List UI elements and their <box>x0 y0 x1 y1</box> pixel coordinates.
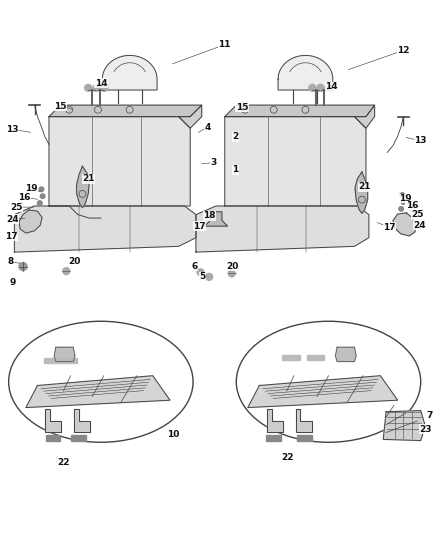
Circle shape <box>399 207 403 211</box>
Polygon shape <box>267 409 283 432</box>
Polygon shape <box>205 212 228 226</box>
Text: 14: 14 <box>325 82 338 91</box>
Polygon shape <box>77 166 89 208</box>
Circle shape <box>325 84 332 91</box>
Circle shape <box>93 84 100 91</box>
Polygon shape <box>54 347 75 361</box>
Text: 16: 16 <box>18 193 31 202</box>
Circle shape <box>309 84 316 91</box>
Bar <box>52 358 61 364</box>
Polygon shape <box>278 55 333 90</box>
Text: 20: 20 <box>226 262 239 271</box>
Text: 18: 18 <box>203 211 215 220</box>
Text: 22: 22 <box>57 458 70 467</box>
Text: 17: 17 <box>193 222 206 231</box>
Text: 23: 23 <box>419 424 431 433</box>
Text: 13: 13 <box>414 136 427 146</box>
Circle shape <box>19 262 27 271</box>
Polygon shape <box>102 55 157 90</box>
Text: 15: 15 <box>54 102 67 111</box>
Text: 9: 9 <box>10 278 16 287</box>
Bar <box>60 358 69 364</box>
Bar <box>274 435 281 441</box>
Circle shape <box>85 84 92 91</box>
Text: 20: 20 <box>69 257 81 266</box>
Bar <box>46 435 53 441</box>
Text: 19: 19 <box>25 184 38 193</box>
Polygon shape <box>14 206 196 252</box>
Bar <box>297 435 304 441</box>
Bar <box>266 435 273 441</box>
Polygon shape <box>19 210 42 233</box>
Circle shape <box>63 268 70 274</box>
Text: 5: 5 <box>200 272 206 281</box>
Text: 10: 10 <box>167 430 179 439</box>
Text: 3: 3 <box>210 158 216 167</box>
Polygon shape <box>336 347 356 361</box>
Bar <box>307 354 316 360</box>
Text: 17: 17 <box>383 223 396 232</box>
Text: 1: 1 <box>232 165 238 174</box>
Polygon shape <box>393 213 416 236</box>
Polygon shape <box>225 105 374 117</box>
Bar <box>68 358 77 364</box>
Bar <box>305 435 312 441</box>
Bar <box>283 354 292 360</box>
Text: 14: 14 <box>95 79 107 88</box>
Polygon shape <box>26 376 170 408</box>
Text: 7: 7 <box>426 411 433 419</box>
Polygon shape <box>196 206 369 252</box>
Circle shape <box>197 269 204 276</box>
Text: 25: 25 <box>10 203 22 212</box>
Circle shape <box>317 84 324 91</box>
Polygon shape <box>383 410 425 441</box>
Polygon shape <box>45 409 61 432</box>
Text: 11: 11 <box>219 40 231 49</box>
Text: 2: 2 <box>232 132 238 141</box>
Text: 24: 24 <box>413 221 426 230</box>
Text: 24: 24 <box>7 215 19 224</box>
Circle shape <box>400 193 405 197</box>
Bar <box>53 435 60 441</box>
Polygon shape <box>49 105 202 117</box>
Circle shape <box>40 194 45 198</box>
Circle shape <box>39 187 44 191</box>
Text: 21: 21 <box>82 174 95 183</box>
Bar <box>44 358 53 364</box>
Circle shape <box>228 270 235 277</box>
Circle shape <box>401 200 406 204</box>
Polygon shape <box>179 105 202 128</box>
Circle shape <box>101 84 108 91</box>
Text: 22: 22 <box>281 454 293 462</box>
Polygon shape <box>225 117 366 206</box>
Polygon shape <box>355 172 367 214</box>
Text: 15: 15 <box>236 103 248 112</box>
Circle shape <box>38 201 42 205</box>
Text: 8: 8 <box>7 257 14 266</box>
Polygon shape <box>74 409 90 432</box>
Text: 13: 13 <box>7 125 19 134</box>
Polygon shape <box>248 376 398 408</box>
Bar <box>71 435 78 441</box>
Bar <box>290 354 300 360</box>
Text: 16: 16 <box>406 201 418 211</box>
Polygon shape <box>296 409 312 432</box>
Bar <box>79 435 86 441</box>
Polygon shape <box>49 117 190 206</box>
Text: 19: 19 <box>399 194 411 203</box>
Polygon shape <box>354 105 374 128</box>
Bar <box>314 354 324 360</box>
Circle shape <box>206 273 213 280</box>
Text: 17: 17 <box>5 232 18 241</box>
Text: 4: 4 <box>204 123 211 132</box>
Text: 12: 12 <box>397 46 410 55</box>
Text: 25: 25 <box>412 210 424 219</box>
Text: 6: 6 <box>192 262 198 271</box>
Text: 21: 21 <box>358 182 371 191</box>
